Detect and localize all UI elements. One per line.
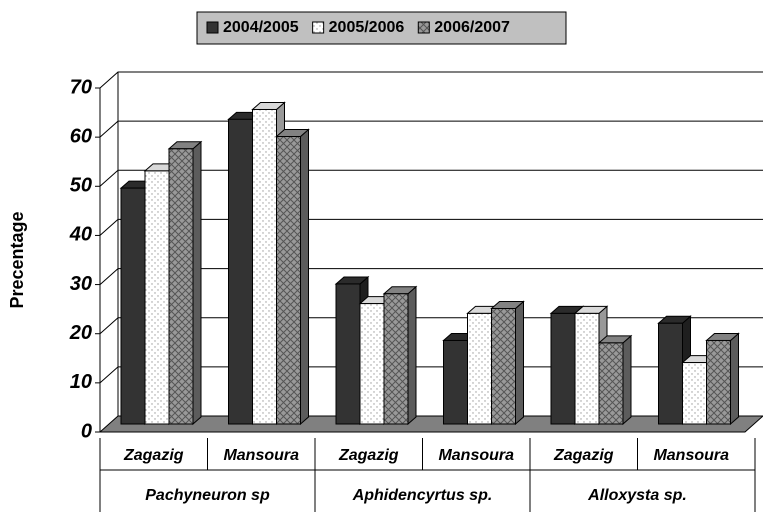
bar (682, 362, 707, 425)
grid-line (99, 268, 763, 285)
group-label: Alloxysta sp. (587, 487, 687, 504)
grid-line (99, 366, 763, 384)
bar (443, 339, 468, 425)
bar (144, 170, 170, 425)
y-tick-label: 40 (69, 224, 92, 246)
bar-side (407, 285, 417, 426)
grid-line (99, 120, 763, 138)
bar (467, 312, 492, 425)
bar (383, 293, 409, 425)
bar (574, 312, 600, 425)
bar-side (192, 140, 202, 426)
x-tick-label: Mansoura (438, 447, 514, 464)
bar-side (730, 332, 739, 426)
grid-line (99, 169, 763, 187)
x-tick-label: Zagazig (553, 447, 614, 464)
grid-line (99, 218, 763, 236)
bar-side (515, 300, 524, 426)
bar (276, 136, 301, 425)
legend-label: 2004/2005 (223, 19, 299, 36)
legend-label: 2005/2006 (329, 19, 405, 36)
x-tick-label: Zagazig (338, 447, 399, 464)
bar (550, 312, 576, 425)
bar (491, 308, 516, 425)
y-tick-label: 20 (69, 322, 92, 344)
bar (598, 342, 624, 425)
grid-line (99, 317, 763, 335)
bar (335, 283, 361, 425)
bar (658, 322, 683, 425)
y-tick-label: 0 (81, 420, 92, 442)
y-tick-label: 10 (70, 371, 92, 393)
x-tick-label: Mansoura (653, 447, 729, 464)
y-tick-label: 50 (70, 175, 92, 197)
x-tick-label: Zagazig (123, 447, 184, 464)
y-tick-label: 70 (70, 76, 92, 98)
bar (706, 339, 731, 425)
group-label: Aphidencyrtus sp. (352, 487, 493, 504)
bar (168, 148, 194, 425)
legend-swatch (312, 21, 325, 34)
y-tick-label: 60 (70, 125, 92, 147)
bar-side (622, 334, 632, 426)
legend-swatch (417, 21, 430, 34)
legend-box (196, 11, 567, 45)
bar (252, 108, 277, 425)
x-tick-label: Mansoura (223, 447, 299, 464)
bar (359, 303, 385, 425)
y-axis-label: Precentage (7, 211, 27, 308)
group-label: Pachyneuron sp (145, 487, 270, 504)
y-tick-label: 30 (70, 273, 92, 295)
grid-line (99, 71, 763, 89)
bar-side (300, 128, 309, 426)
bar (228, 118, 253, 425)
bar (120, 187, 146, 425)
legend-label: 2006/2007 (434, 19, 510, 36)
legend-swatch (206, 21, 219, 34)
